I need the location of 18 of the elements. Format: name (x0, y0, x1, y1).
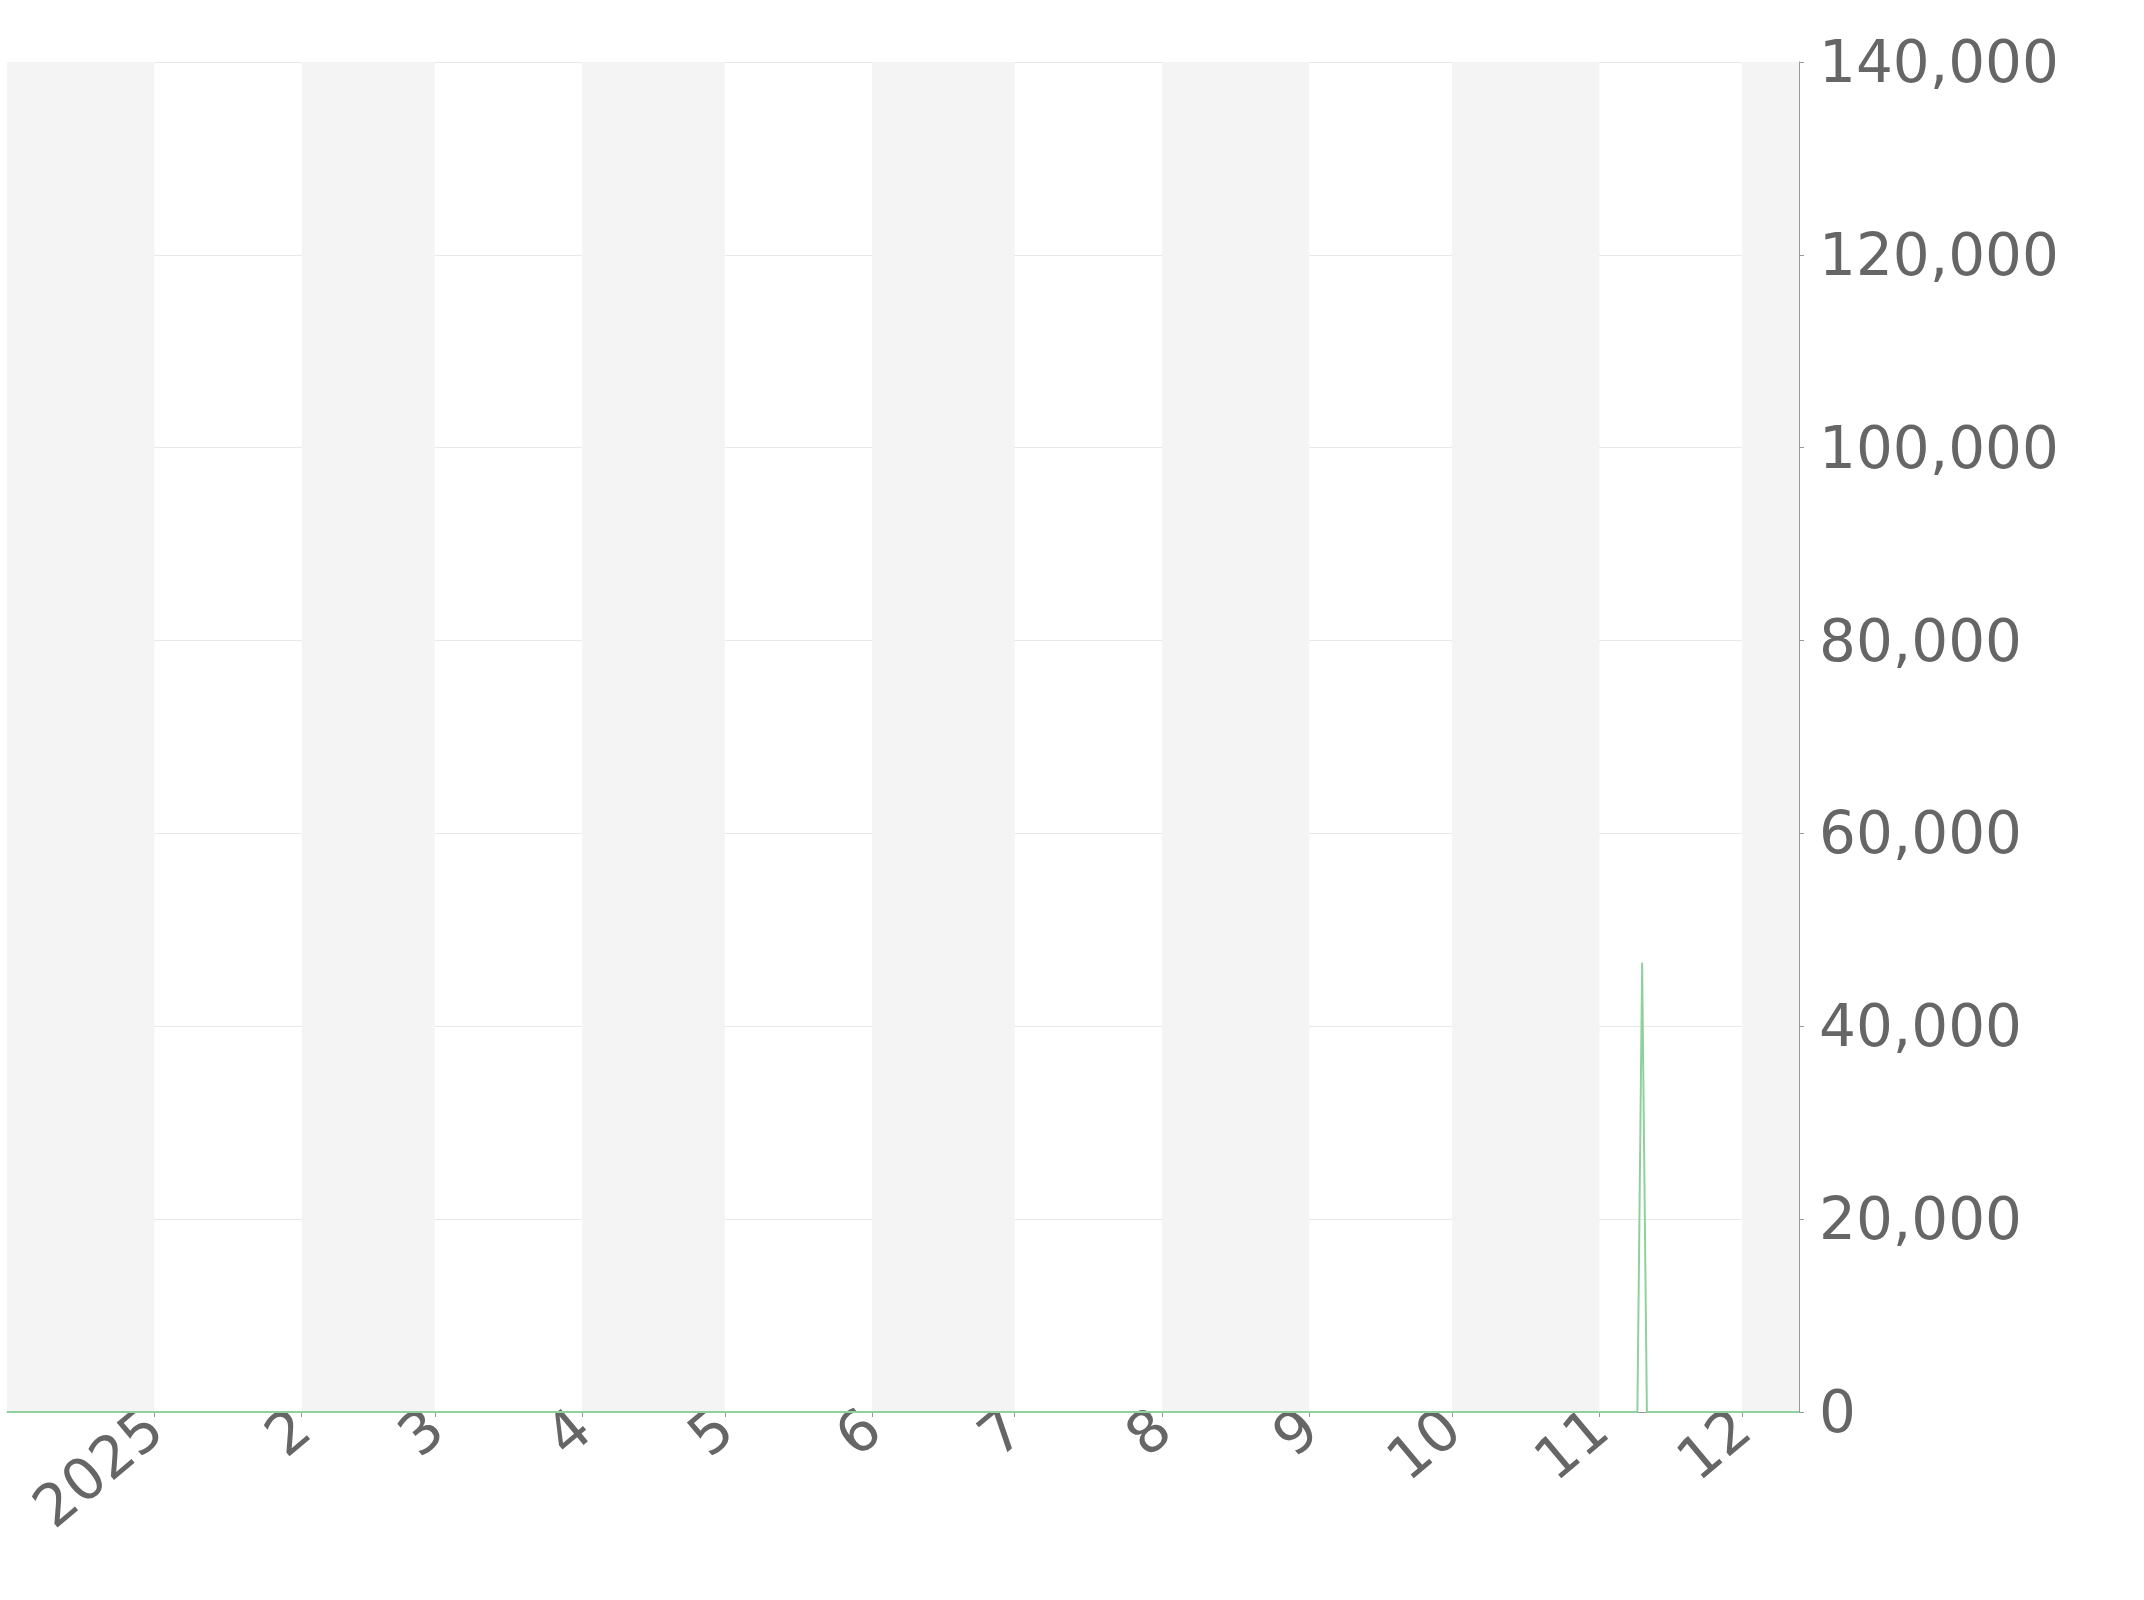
x-tick-label: 8 (1111, 1393, 1184, 1470)
y-tick-label: 20,000 (1819, 1185, 2022, 1254)
x-tick-label: 4 (532, 1393, 605, 1470)
y-tick-label: 40,000 (1819, 992, 2022, 1061)
y-tick-label: 60,000 (1819, 799, 2022, 868)
y-tick-label: 80,000 (1819, 606, 2022, 675)
y-tick-label: 120,000 (1819, 220, 2059, 289)
x-tick-label: 3 (384, 1393, 457, 1470)
x-tick-label: 6 (821, 1393, 894, 1470)
x-tick-label: 10 (1373, 1393, 1474, 1494)
x-tick-label: 5 (674, 1393, 747, 1470)
y-tick-label: 0 (1819, 1378, 1856, 1446)
x-tick-label: 11 (1520, 1393, 1622, 1494)
y-tick-label: 140,000 (1819, 28, 2059, 96)
x-tick-label: 2 (251, 1393, 324, 1470)
y-tick-label: 100,000 (1819, 413, 2059, 482)
x-tick-label: 12 (1663, 1393, 1764, 1494)
x-tick-label: 9 (1259, 1393, 1332, 1470)
